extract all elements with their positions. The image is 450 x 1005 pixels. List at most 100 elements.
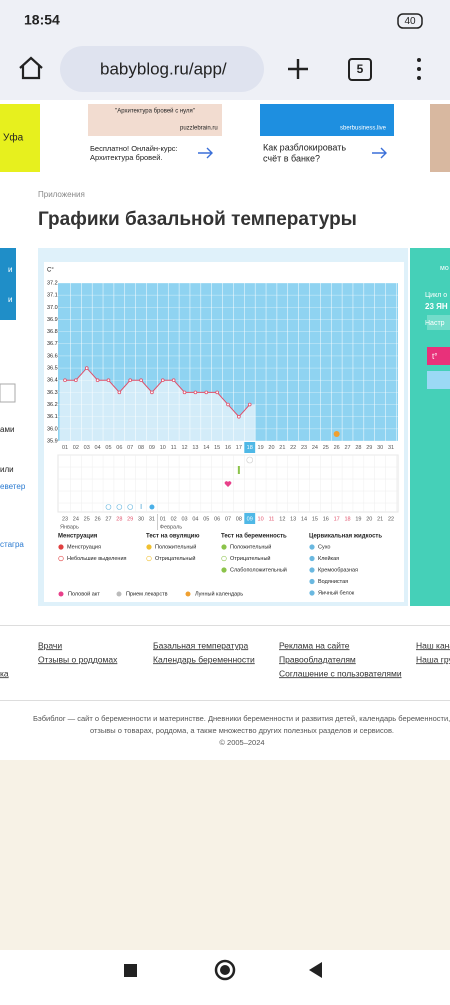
ad-arrow[interactable] [198,147,213,159]
day-label[interactable]: 11 [171,445,177,451]
ad-left [0,104,40,172]
left-panel [0,248,16,320]
footer-link[interactable]: Календарь беременности [153,654,255,664]
date-label: 08 [236,516,242,522]
day-label[interactable]: 30 [377,445,383,451]
legend-item: Кремообразная [318,567,358,573]
day-label[interactable]: 08 [138,445,144,451]
point[interactable] [204,390,209,395]
home-button[interactable] [19,56,43,80]
day-label[interactable]: 23 [301,445,307,451]
side-text: и [8,295,12,304]
ad-text: Как разблокировать [263,142,346,152]
side-text[interactable]: еветер [0,482,26,491]
menu-button[interactable] [417,58,421,80]
day-label[interactable]: 07 [127,445,133,451]
day-label[interactable]: 20 [268,445,274,451]
point[interactable] [193,390,198,395]
point[interactable] [63,378,67,383]
tab-count: 5 [357,62,364,76]
point[interactable] [247,402,252,407]
day-label[interactable]: 17 [236,445,242,451]
side-text[interactable]: стагра [0,540,24,549]
day-label[interactable]: 12 [181,445,187,451]
point[interactable] [237,414,241,419]
day-label[interactable]: 03 [84,445,90,451]
point[interactable] [106,378,111,383]
left-input[interactable] [0,383,16,403]
nav-recent[interactable] [124,964,137,977]
day-label[interactable]: 24 [312,445,318,451]
day-label[interactable]: 06 [116,445,122,451]
footer-link[interactable]: Соглашение с пользователями [279,668,402,678]
point[interactable] [84,366,89,370]
day-label[interactable]: 25 [323,445,329,451]
day-label[interactable]: 09 [149,445,155,451]
point[interactable] [139,378,143,383]
day-label[interactable]: 29 [366,445,372,451]
day-label[interactable]: 26 [334,445,340,451]
day-label[interactable]: 13 [192,445,198,451]
url: babyblog.ru/app/ [100,59,227,78]
today-highlight [244,513,256,524]
point[interactable] [95,378,100,383]
side-text: Цикл о [425,292,447,299]
legend-icon [309,578,315,585]
footer-link[interactable]: Наша гру [416,654,450,664]
day-label[interactable]: 05 [105,445,111,451]
date-label: 01 [160,516,166,522]
day-label[interactable]: 14 [203,445,209,451]
footer-link[interactable]: Реклама на сайте [279,640,350,650]
url-bar[interactable] [60,46,264,92]
point[interactable] [171,378,176,383]
point[interactable] [117,390,122,395]
footer-link[interactable]: Правообладателям [279,654,356,664]
ad-arrow[interactable] [372,147,387,159]
settings-button[interactable] [427,315,450,330]
point[interactable] [128,378,133,383]
day-label[interactable]: 19 [258,445,264,451]
temp-button[interactable] [427,347,450,365]
breadcrumb[interactable]: Приложения [38,190,85,199]
footer-link[interactable]: ка [0,668,9,678]
battery [397,13,423,29]
date-label: 03 [181,516,187,522]
nav-back[interactable] [309,962,322,978]
legend-item: Небольшие выделения [67,556,127,562]
day-label[interactable]: 18 [247,445,253,451]
point[interactable] [150,390,154,395]
fluid-marker: I [140,504,142,511]
day-label[interactable]: 27 [344,445,350,451]
footer-link[interactable]: Отзывы о роддомах [38,654,118,664]
legend-title: Менструация [58,534,98,540]
new-tab[interactable] [288,59,308,79]
day-label[interactable]: 21 [279,445,285,451]
day-label[interactable]: 16 [225,445,231,451]
add-button[interactable] [427,371,450,389]
legend-item: Прием лекарств [126,591,168,597]
day-label[interactable]: 02 [73,445,79,451]
point[interactable] [161,378,165,383]
day-label[interactable]: 04 [95,445,101,451]
point[interactable] [74,378,78,383]
footer-link[interactable]: Базальная температура [153,640,248,650]
y-tick-label: 37.2 [47,280,58,286]
nav-home[interactable] [214,959,236,981]
day-label[interactable]: 28 [355,445,361,451]
date-label: 12 [279,516,285,522]
day-label[interactable]: 10 [160,445,166,451]
point[interactable] [182,390,187,395]
day-label[interactable]: 01 [62,445,68,451]
point[interactable] [215,390,219,395]
footer-link[interactable]: Наш кана [416,640,450,650]
y-unit: C° [47,268,54,274]
day-label[interactable]: 15 [214,445,220,451]
point[interactable] [226,402,230,407]
day-label[interactable]: 31 [388,445,394,451]
date-label: 26 [95,516,101,522]
pattern-bg [0,760,450,950]
footer-link[interactable]: Врачи [38,640,62,650]
day-label[interactable]: 22 [290,445,296,451]
tabs-button[interactable] [348,58,372,81]
